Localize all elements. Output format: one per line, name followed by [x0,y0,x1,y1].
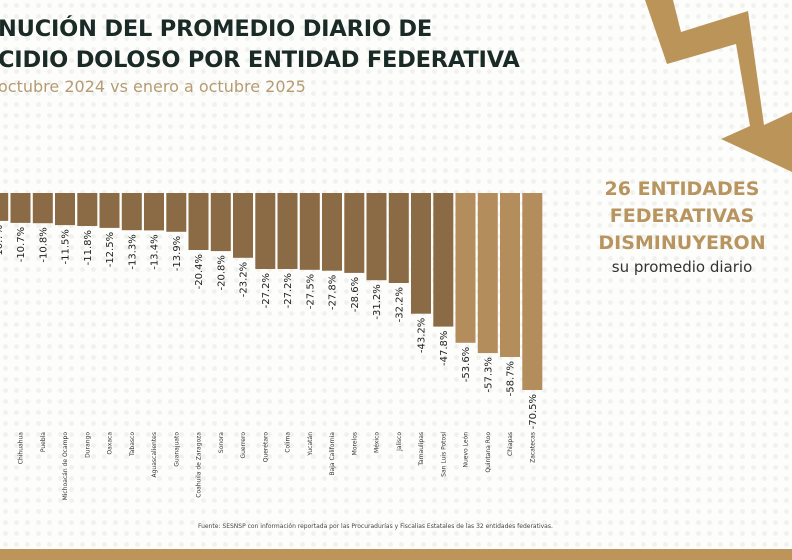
category-label: Chiapas [507,432,514,456]
bar-11 [233,193,253,258]
bar-14 [299,193,320,270]
value-label: -10.?% [0,225,5,259]
callout-line-4: su promedio diario [611,258,753,276]
category-label: Guanajuato [173,432,180,467]
category-label: Tabasco [129,432,136,457]
bar-9 [188,193,209,250]
bar-5 [99,193,120,228]
bar-12 [255,193,276,269]
callout-line-1: 26 ENTIDADES [604,178,760,200]
value-label: -27.2% [261,273,272,308]
value-label: -27.5% [305,274,316,309]
category-label: Puebla [40,432,47,452]
category-label: Jalisco [396,432,403,452]
value-label: -20.4% [194,254,205,289]
value-label: -43.2% [417,318,428,353]
bars-group [0,193,543,390]
bar-0 [0,193,9,221]
bar-3 [55,193,75,226]
category-label: Nuevo León [463,432,470,468]
callout-line-2: FEDERATIVAS [609,205,755,227]
bar-8 [166,193,187,232]
summary-callout: 26 ENTIDADES FEDERATIVAS DISMINUYERON su… [572,176,792,277]
value-label: -27.8% [328,275,339,310]
category-label: Colima [285,432,292,453]
value-label: -13.3% [127,234,138,269]
category-labels-group: Chihuahua Puebla Michoacán de Ocampo Durang… [18,432,537,501]
bar-4 [77,193,98,226]
value-label: -13.4% [150,234,161,269]
bar-1 [10,193,31,223]
value-label: -27.2% [283,273,294,308]
category-label: Michoacán de Ocampo [62,432,69,501]
bar-17 [366,193,387,281]
callout-line-3: DISMINUYERON [598,232,766,254]
bar-24 [522,193,543,390]
value-label: -57.3% [483,357,494,392]
bar-15 [322,193,342,271]
category-label: Oaxaca [107,432,114,455]
category-label: Querétaro [262,432,269,463]
value-label: -10.8% [38,227,49,262]
value-label: -58.7% [506,361,517,396]
value-label: -20.8% [216,255,227,290]
category-label: Quintana Roo [485,432,492,473]
category-label: Chihuahua [18,432,25,465]
bar-10 [210,193,231,252]
category-label: México [374,432,381,453]
chart-subtitle: octubre 2024 vs enero a octubre 2025 [0,77,306,96]
bar-21 [455,193,476,343]
title-line-1: NUCIÓN DEL PROMEDIO DIARIO DE [0,16,433,42]
bar-16 [344,193,365,273]
value-label: -47.8% [439,331,450,366]
value-label: -31.2% [372,284,383,319]
value-label: -11.5% [61,229,72,264]
category-label: Aguascalientes [151,432,158,478]
value-label: -11.8% [83,230,94,265]
bar-7 [144,193,164,231]
bar-18 [388,193,409,283]
category-label: Yucatán [307,432,314,457]
bar-22 [477,193,498,354]
downward-trend-arrow-icon [645,0,792,172]
value-label: -32.2% [394,287,405,322]
value-label: -13.9% [172,236,183,271]
source-note: Fuente: SESNSP con información reportada… [198,523,553,530]
chart-title: NUCIÓN DEL PROMEDIO DIARIO DE CIDIO DOLO… [0,14,520,76]
value-label: -12.5% [105,232,116,267]
value-labels-group: -10.?% -10.7% -10.8% -11.5% -11.8% -12.5% -13.… [0,225,539,429]
category-label: Sonora [218,432,225,453]
bar-19 [411,193,431,314]
category-label: San Luis Potosí [440,432,447,477]
value-label: -23.2% [239,262,250,297]
title-line-2: CIDIO DOLOSO POR ENTIDAD FEDERATIVA [0,47,520,73]
bar-13 [277,193,298,269]
value-label: -28.6% [350,277,361,312]
category-label: Durango [84,432,91,458]
value-label: -10.7% [16,227,27,262]
bar-6 [121,193,142,231]
bottom-band [0,549,792,560]
category-label: Coahuila de Zaragoza [196,432,203,498]
bar-2 [32,193,53,224]
bar-20 [433,193,454,327]
value-label: -53.6% [461,347,472,382]
category-label: Zacatecas [529,432,536,463]
category-label: Baja California [329,432,336,476]
category-label: Morelos [351,432,358,455]
bar-23 [500,193,520,357]
category-label: Tamaulipas [418,432,425,467]
value-label: -70.5% [528,394,539,429]
category-label: Guerrero [240,432,247,459]
